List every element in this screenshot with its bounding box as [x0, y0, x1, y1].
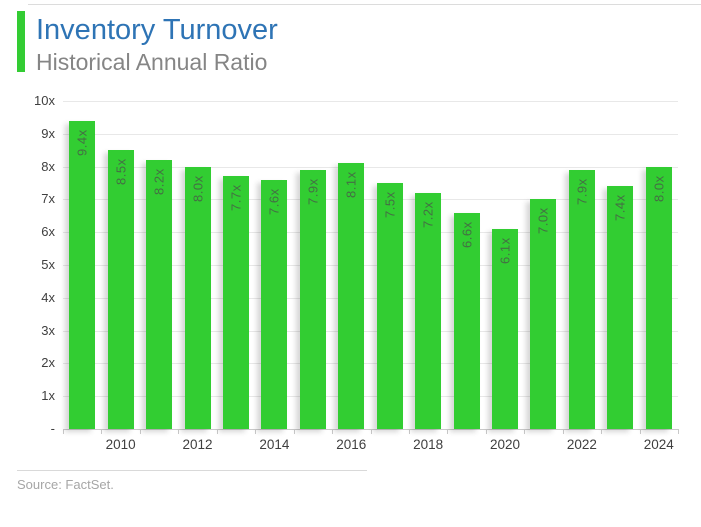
x-tick [447, 429, 449, 434]
bar-value-label: 8.5x [113, 158, 129, 186]
x-tick-label: 2012 [182, 437, 213, 452]
y-tick-label: 10x [34, 93, 55, 108]
top-divider [28, 4, 701, 5]
x-tick [101, 429, 103, 434]
y-tick-label: 5x [41, 257, 55, 272]
gridline [63, 199, 678, 201]
source-note: Source: FactSet. [17, 477, 114, 492]
bar: 7.0x [530, 199, 557, 429]
gridline [63, 166, 678, 168]
y-tick-label: 8x [41, 158, 55, 174]
x-tick-label: 2016 [336, 437, 367, 452]
x-tick [524, 429, 526, 434]
x-tick-label: 2014 [259, 437, 290, 452]
y-tick-label: 2x [41, 355, 55, 371]
gridline [63, 133, 678, 135]
x-tick [332, 429, 334, 434]
bar-value-label: 6.6x [459, 221, 475, 248]
bar: 7.6x [261, 179, 288, 429]
bar: 7.5x [376, 183, 403, 429]
chart-title: Inventory Turnover [36, 14, 278, 46]
x-tick [562, 429, 564, 434]
x-tick-label: 2010 [105, 437, 136, 452]
bar: 7.7x [222, 176, 249, 429]
x-tick-label: 2018 [413, 437, 444, 452]
y-tick-label: 7x [41, 191, 55, 207]
x-tick [178, 429, 180, 434]
y-tick-label: 3x [41, 322, 55, 338]
bar-value-label: 7.0x [535, 208, 551, 235]
gridline [63, 396, 678, 398]
bar-value-label: 8.2x [151, 168, 167, 196]
x-tick-label: 2020 [490, 437, 521, 452]
x-tick [408, 429, 410, 434]
bar: 8.2x [146, 160, 173, 429]
bar: 9.4x [69, 120, 96, 429]
bar-value-label: 7.2x [420, 201, 436, 229]
bar: 6.1x [492, 228, 519, 429]
bar-value-label: 8.0x [190, 175, 206, 202]
gridline [63, 363, 678, 365]
gridline [63, 330, 678, 332]
x-tick [678, 429, 679, 434]
bar: 7.4x [607, 186, 634, 429]
x-tick-label: 2024 [643, 437, 674, 452]
bar: 8.5x [107, 150, 134, 429]
bar-value-label: 6.1x [497, 237, 513, 265]
x-tick [370, 429, 372, 434]
gridline [63, 232, 678, 234]
y-tick-label: 1x [41, 388, 55, 404]
bar: 8.0x [184, 166, 211, 429]
bar-value-label: 7.9x [574, 178, 590, 206]
bar-value-label: 8.1x [343, 172, 359, 199]
bar: 7.2x [415, 192, 442, 429]
x-tick [255, 429, 257, 434]
source-divider [17, 470, 367, 471]
y-tick-label: 6x [41, 224, 55, 240]
y-tick-label: 4x [41, 289, 55, 305]
gridline [63, 297, 678, 299]
bar: 7.9x [568, 169, 595, 429]
y-tick-label: - [50, 421, 55, 436]
x-tick [601, 429, 603, 434]
gridline [63, 101, 678, 102]
bar-value-label: 7.4x [612, 195, 628, 222]
x-tick [485, 429, 487, 434]
bar: 6.6x [453, 212, 480, 429]
bar: 8.1x [338, 163, 365, 429]
bar: 7.9x [299, 169, 326, 429]
y-tick-label: 9x [41, 125, 55, 141]
bar-value-label: 7.5x [382, 191, 398, 219]
x-tick [216, 429, 218, 434]
bar-value-label: 9.4x [74, 129, 90, 156]
gridline [63, 265, 678, 266]
x-tick [639, 429, 641, 434]
accent-bar [17, 11, 25, 72]
x-tick [293, 429, 295, 434]
bar-value-label: 7.7x [228, 185, 244, 212]
x-tick [139, 429, 141, 434]
bar-value-label: 7.6x [266, 188, 282, 216]
x-tick [63, 429, 64, 434]
chart-subtitle: Historical Annual Ratio [36, 49, 268, 75]
bar-value-label: 8.0x [651, 175, 667, 202]
bar: 8.0x [645, 166, 672, 429]
bar-value-label: 7.9x [305, 178, 321, 206]
plot-area: - 1x 2x 3x 4x 5x 6x 7x 8x 9x 10x 9.4x 8.5x 2010 8.2x 8.… [34, 93, 679, 452]
x-tick-label: 2022 [566, 437, 597, 452]
